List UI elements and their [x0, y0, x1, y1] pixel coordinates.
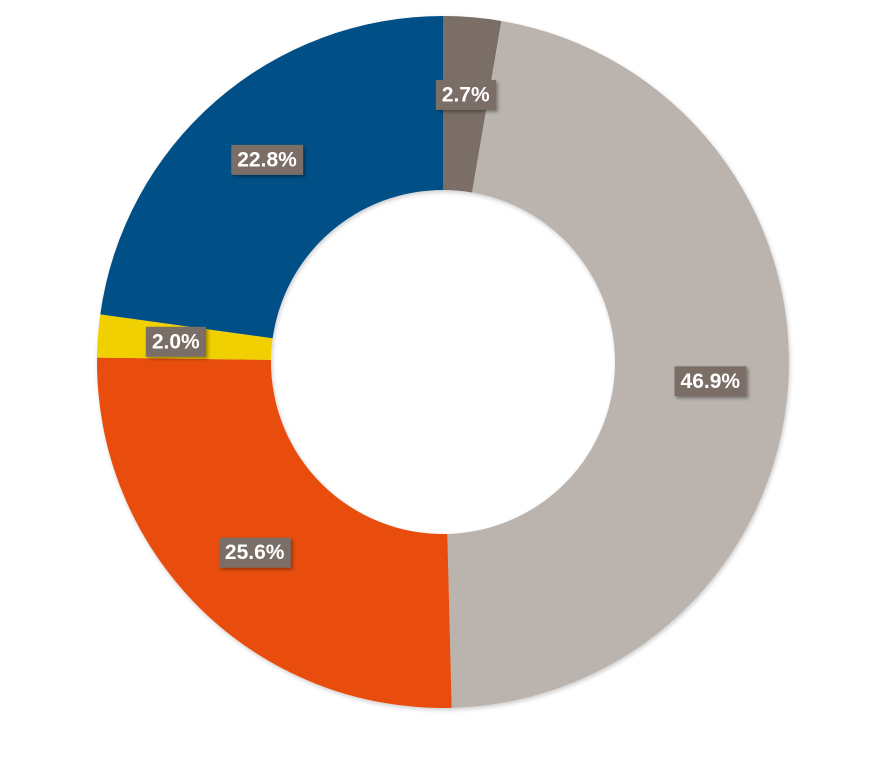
- label-text: 22.8%: [237, 148, 297, 171]
- donut: [96, 16, 790, 709]
- label-text: 46.9%: [681, 370, 741, 393]
- label-text: 25.6%: [225, 541, 285, 564]
- label-text: 2.0%: [152, 330, 200, 353]
- label-text: 2.7%: [442, 84, 490, 107]
- data-label: 46.9%: [674, 366, 747, 397]
- label-box: [435, 79, 496, 110]
- label-box: [145, 326, 207, 357]
- data-label: 2.0%: [145, 326, 207, 357]
- data-label: 2.7%: [435, 79, 496, 110]
- label-box: [231, 144, 304, 175]
- data-label: 22.8%: [231, 144, 304, 175]
- slice: [447, 20, 790, 708]
- slice: [96, 357, 452, 709]
- label-box: [218, 537, 291, 568]
- data-label: 25.6%: [218, 537, 291, 568]
- slice: [100, 16, 443, 339]
- labels: 2.7% 46.9% 25.6% 2.0% 22.8%: [145, 79, 747, 568]
- label-box: [674, 366, 747, 397]
